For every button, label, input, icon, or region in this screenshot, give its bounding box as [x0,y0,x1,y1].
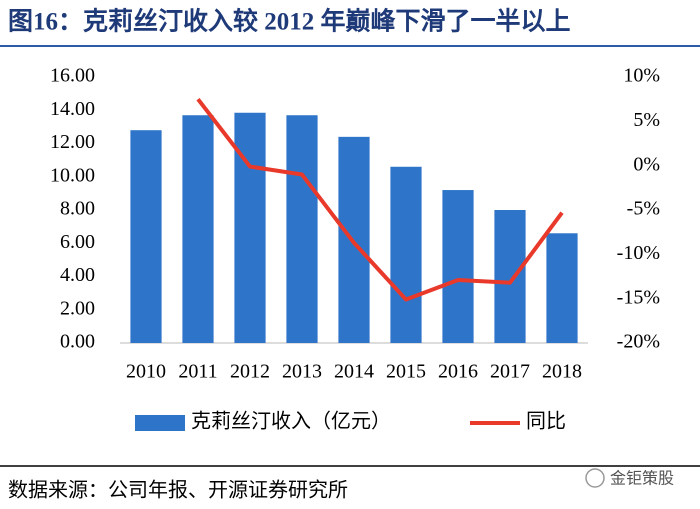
x-tick-label: 2014 [334,361,374,383]
bar [286,115,318,343]
y2-tick-label: 10% [623,65,660,87]
y2-tick-label: 5% [633,109,660,131]
bar [130,130,162,343]
watermark: 金钜策股 [585,468,674,488]
y2-tick-label: -10% [617,242,660,264]
y-tick-label: 2.00 [60,297,95,319]
bar [234,112,266,344]
x-tick-label: 2016 [438,361,478,383]
y-tick-label: 16.00 [50,65,95,87]
y-tick-label: 0.00 [60,331,95,353]
x-tick-label: 2015 [386,361,426,383]
x-tick-label: 2012 [230,361,270,383]
legend-swatch [135,415,185,431]
x-tick-label: 2017 [490,361,530,383]
y-tick-label: 10.00 [50,164,95,186]
x-tick-label: 2013 [282,361,322,383]
y-tick-label: 6.00 [60,231,95,253]
y2-tick-label: -5% [627,198,660,220]
bar [182,115,214,343]
watermark-icon [585,468,605,488]
y2-tick-label: -20% [617,331,660,353]
y2-tick-label: 0% [633,153,660,175]
bar [494,210,526,343]
y-tick-label: 8.00 [60,198,95,220]
watermark-text: 金钜策股 [610,469,674,488]
x-tick-label: 2011 [178,361,217,383]
y-tick-label: 14.00 [50,98,95,120]
line [196,97,564,302]
y-tick-label: 4.00 [60,264,95,286]
x-tick-label: 2018 [542,361,582,383]
legend-label: 同比 [526,410,566,433]
legend-label: 克莉丝汀收入（亿元） [191,410,391,433]
source: 数据来源：公司年报、开源证券研究所 [8,479,348,502]
chart-title: 图16：克莉丝汀收入较 2012 年巅峰下滑了一半以上 [8,7,571,36]
y2-tick-label: -15% [617,286,660,308]
bar [442,190,474,343]
y-tick-label: 12.00 [50,131,95,153]
x-tick-label: 2010 [126,361,166,383]
bar [546,233,578,343]
bar [390,166,422,343]
